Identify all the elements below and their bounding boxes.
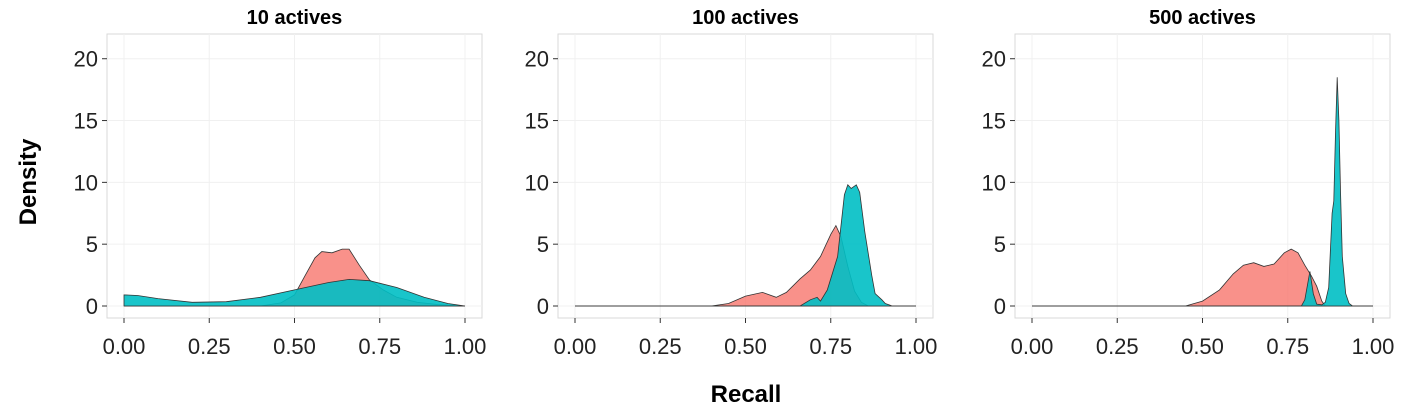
y-tick-label: 10 bbox=[982, 170, 1006, 195]
x-tick-label: 0.75 bbox=[809, 334, 852, 359]
panel-title: 10 actives bbox=[247, 7, 343, 29]
y-tick-label: 5 bbox=[994, 232, 1006, 257]
y-tick-label: 15 bbox=[74, 109, 98, 134]
x-tick-label: 0.50 bbox=[724, 334, 767, 359]
y-tick-label: 15 bbox=[982, 109, 1006, 134]
x-tick-label: 0.00 bbox=[1011, 334, 1054, 359]
y-tick-label: 20 bbox=[74, 47, 98, 72]
x-tick-label: 0.00 bbox=[103, 334, 146, 359]
x-tick-label: 0.75 bbox=[358, 334, 401, 359]
y-tick-label: 0 bbox=[86, 294, 98, 319]
density-area-b bbox=[123, 278, 466, 307]
panel-1: 10 actives 0 5 10 15 20 0.00 0.25 0.50 0.75 1.00 bbox=[74, 7, 487, 359]
y-tick-label: 20 bbox=[525, 47, 549, 72]
x-tick-label: 0.00 bbox=[554, 334, 597, 359]
x-tick-label: 0.50 bbox=[273, 334, 316, 359]
x-tick-label: 0.25 bbox=[188, 334, 231, 359]
y-tick-label: 0 bbox=[994, 294, 1006, 319]
x-tick-label: 0.75 bbox=[1266, 334, 1309, 359]
x-axis-title: Recall bbox=[711, 381, 782, 408]
y-tick-label: 5 bbox=[537, 232, 549, 257]
x-tick-label: 1.00 bbox=[444, 334, 487, 359]
density-area-a bbox=[1032, 248, 1373, 307]
y-tick-label: 0 bbox=[537, 294, 549, 319]
panel-3: 500 actives 0 5 10 15 20 0.00 0.25 0.50 0.75 1.00 bbox=[982, 7, 1395, 359]
y-tick-label: 5 bbox=[86, 232, 98, 257]
density-area-b bbox=[1032, 77, 1373, 307]
panel-title: 100 actives bbox=[692, 7, 799, 29]
y-tick-label: 10 bbox=[74, 170, 98, 195]
y-tick-label: 15 bbox=[525, 109, 549, 134]
x-tick-label: 1.00 bbox=[895, 334, 938, 359]
density-area-b bbox=[575, 184, 916, 307]
x-tick-label: 0.25 bbox=[639, 334, 682, 359]
panel-title: 500 actives bbox=[1149, 7, 1256, 29]
panel-2: 100 actives 0 5 10 15 20 0.00 0.25 0.50 0.75 1.00 bbox=[525, 7, 938, 359]
x-tick-label: 1.00 bbox=[1352, 334, 1395, 359]
y-axis-title: Density bbox=[15, 138, 42, 225]
x-tick-label: 0.25 bbox=[1096, 334, 1139, 359]
y-tick-label: 20 bbox=[982, 47, 1006, 72]
x-tick-label: 0.50 bbox=[1181, 334, 1224, 359]
y-tick-label: 10 bbox=[525, 170, 549, 195]
